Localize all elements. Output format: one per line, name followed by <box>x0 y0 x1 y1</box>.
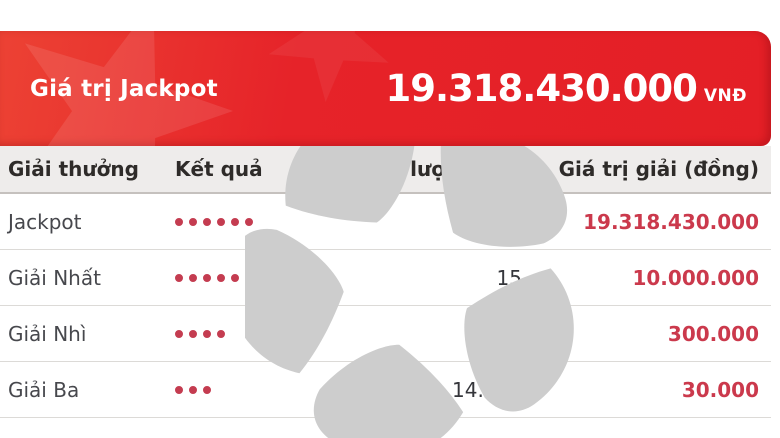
prize-name: Giải Ba <box>8 377 80 402</box>
number-ring-icon <box>203 385 211 394</box>
number-ring-icon <box>231 273 239 282</box>
prize-table-header: Giải thưởng Kết quả Số lượng giải Giá tr… <box>0 146 771 194</box>
col-header-prize: Giải thưởng <box>8 157 139 181</box>
prize-count: 912 <box>483 321 522 346</box>
prize-name: Giải Nhất <box>8 265 101 290</box>
prize-name: Jackpot <box>8 209 82 234</box>
match-rings <box>175 273 340 282</box>
match-rings <box>175 385 340 394</box>
number-ring-icon <box>203 329 211 338</box>
number-ring-icon <box>175 329 183 338</box>
number-ring-icon <box>175 385 183 394</box>
col-header-value: Giá trị giải (đồng) <box>558 157 759 181</box>
number-ring-icon <box>203 273 211 282</box>
match-rings <box>175 329 340 338</box>
prize-value: 300.000 <box>667 321 759 346</box>
prize-value: 10.000.000 <box>632 265 759 290</box>
number-ring-icon <box>217 273 225 282</box>
table-row: Giải Nhì 912 300.000 <box>0 306 771 362</box>
prize-value: 30.000 <box>681 377 759 402</box>
number-ring-icon <box>189 217 197 226</box>
prize-table: Giải thưởng Kết quả Số lượng giải Giá tr… <box>0 146 771 418</box>
prize-value: 19.318.430.000 <box>583 209 759 234</box>
number-ring-icon <box>231 217 239 226</box>
col-header-count: Số lượng giải <box>375 157 522 181</box>
jackpot-banner-label: Giá trị Jackpot <box>30 75 218 102</box>
jackpot-banner: Giá trị Jackpot 19.318.430.000 VNĐ <box>0 31 771 146</box>
match-rings <box>175 217 340 226</box>
number-ring-icon <box>217 217 225 226</box>
table-row: Giải Ba 14.327 30.000 <box>0 362 771 418</box>
number-ring-icon <box>189 385 197 394</box>
col-header-result: Kết quả <box>175 157 263 181</box>
prize-rows: Jackpot 0 19.318.430.000 Giải Nhất 15 10.000.… <box>0 194 771 418</box>
jackpot-amount: 19.318.430.000 VNĐ <box>386 67 748 110</box>
number-ring-icon <box>217 329 225 338</box>
jackpot-amount-number: 19.318.430.000 <box>385 67 698 110</box>
prize-name: Giải Nhì <box>8 321 87 346</box>
number-ring-icon <box>175 273 183 282</box>
prize-count: 14.327 <box>452 377 522 402</box>
number-ring-icon <box>203 217 211 226</box>
number-ring-icon <box>175 217 183 226</box>
number-ring-icon <box>189 273 197 282</box>
jackpot-amount-currency: VNĐ <box>703 86 747 106</box>
prize-count: 0 <box>509 209 522 234</box>
number-ring-icon <box>189 329 197 338</box>
table-row: Jackpot 0 19.318.430.000 <box>0 194 771 250</box>
number-ring-icon <box>245 217 253 226</box>
table-row: Giải Nhất 15 10.000.000 <box>0 250 771 306</box>
prize-count: 15 <box>496 265 522 290</box>
